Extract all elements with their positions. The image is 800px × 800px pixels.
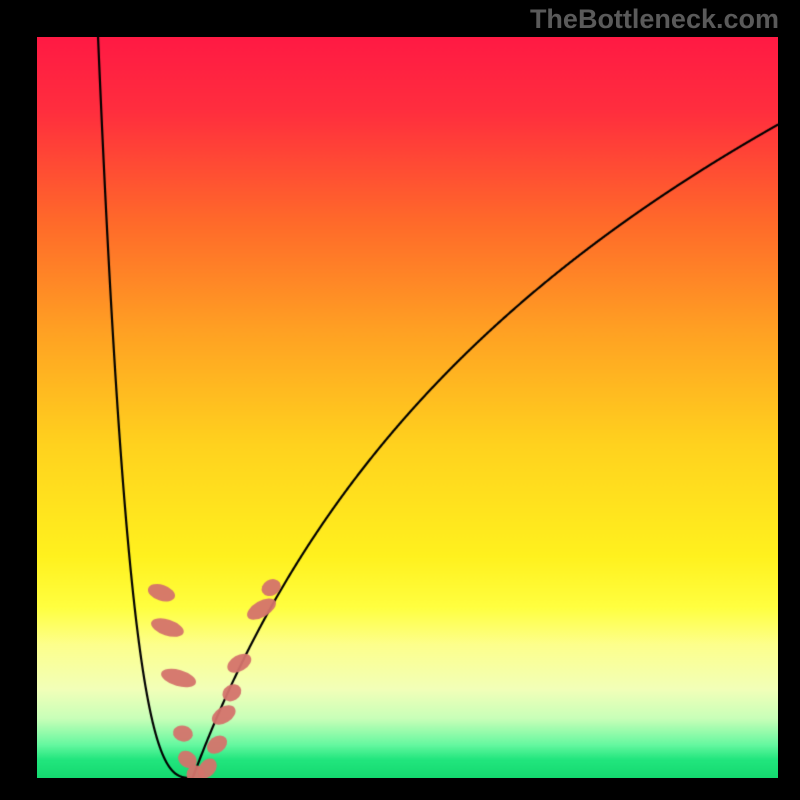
chart-root: TheBottleneck.com: [0, 0, 800, 800]
watermark-label: TheBottleneck.com: [530, 4, 779, 35]
plot-area: [37, 37, 778, 778]
plot-canvas: [37, 37, 778, 778]
